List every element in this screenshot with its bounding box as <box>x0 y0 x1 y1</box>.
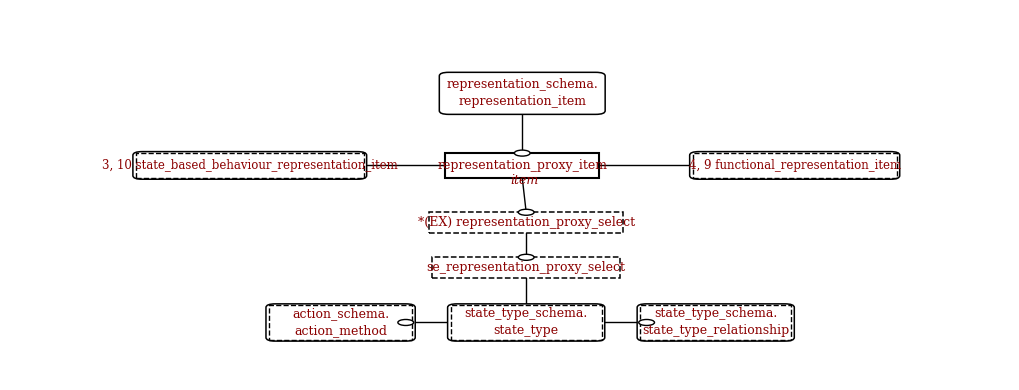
Text: state_type_schema.
state_type: state_type_schema. state_type <box>465 307 588 337</box>
FancyBboxPatch shape <box>690 152 900 179</box>
FancyBboxPatch shape <box>637 304 794 341</box>
Text: state_type_schema.
state_type_relationship: state_type_schema. state_type_relationsh… <box>642 307 790 337</box>
Circle shape <box>519 254 534 260</box>
Text: representation_schema.
representation_item: representation_schema. representation_it… <box>446 78 598 108</box>
FancyBboxPatch shape <box>266 304 415 341</box>
Circle shape <box>515 150 530 156</box>
Circle shape <box>519 209 534 215</box>
FancyBboxPatch shape <box>439 72 605 114</box>
FancyBboxPatch shape <box>429 212 623 233</box>
Text: 3, 10 state_based_behaviour_representation_item: 3, 10 state_based_behaviour_representati… <box>102 159 397 172</box>
FancyBboxPatch shape <box>445 153 599 178</box>
FancyBboxPatch shape <box>443 74 601 113</box>
FancyBboxPatch shape <box>432 257 621 278</box>
Circle shape <box>639 319 654 326</box>
Text: item: item <box>511 174 538 188</box>
Text: action_schema.
action_method: action_schema. action_method <box>292 307 389 337</box>
Text: representation_proxy_item: representation_proxy_item <box>437 159 607 172</box>
Text: 4, 9 functional_representation_item: 4, 9 functional_representation_item <box>689 159 901 172</box>
FancyBboxPatch shape <box>132 152 367 179</box>
Text: se_representation_proxy_select: se_representation_proxy_select <box>427 261 626 274</box>
Circle shape <box>397 319 414 326</box>
Text: *(EX) representation_proxy_select: *(EX) representation_proxy_select <box>418 216 635 229</box>
FancyBboxPatch shape <box>447 304 604 341</box>
